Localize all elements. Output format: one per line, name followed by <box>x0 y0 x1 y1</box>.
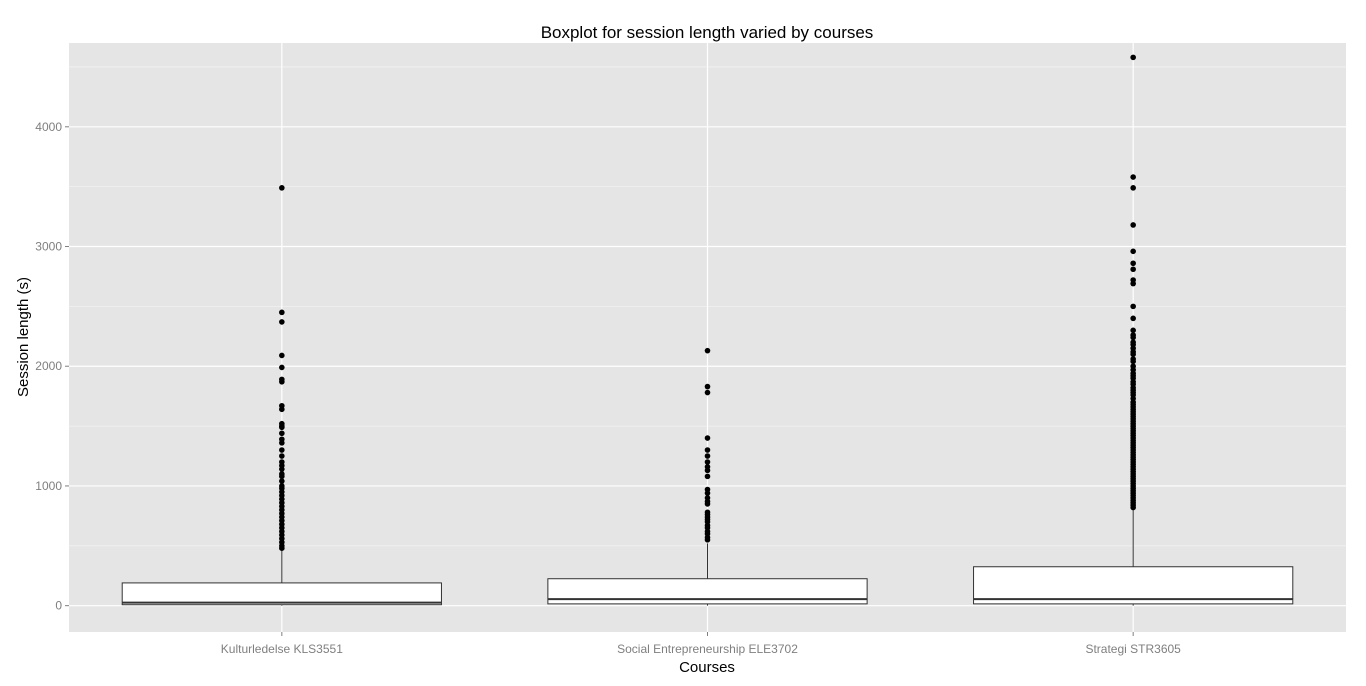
outlier-point <box>1130 266 1136 273</box>
outlier-point <box>279 440 285 446</box>
y-tick-label: 4000 <box>35 120 62 134</box>
outlier-point <box>704 473 711 480</box>
outlier-point <box>1130 248 1136 255</box>
outlier-point <box>279 430 285 437</box>
outlier-point <box>279 447 285 453</box>
outlier-point <box>1130 222 1136 228</box>
outlier-point <box>279 466 285 472</box>
box-body <box>547 578 868 605</box>
outlier-point <box>279 453 285 459</box>
outlier-point <box>704 501 711 507</box>
outlier-point <box>1130 260 1136 267</box>
outlier-point <box>279 478 285 484</box>
outlier-point <box>279 352 285 359</box>
outlier-point <box>1130 504 1136 511</box>
outlier-point <box>1130 351 1136 358</box>
y-tick-label: 2000 <box>35 359 62 373</box>
outlier-point <box>704 389 711 396</box>
outlier-point <box>1130 54 1136 61</box>
outlier-point <box>704 490 711 496</box>
outlier-point <box>1130 327 1136 334</box>
outlier-point <box>704 447 711 453</box>
outlier-point <box>279 319 285 325</box>
outlier-point <box>1130 358 1136 365</box>
outlier-point <box>279 473 285 480</box>
y-tick-label: 3000 <box>35 240 62 254</box>
x-axis-title: Courses <box>679 659 735 676</box>
outlier-point <box>1130 303 1136 310</box>
x-tick-label: Strategi STR3605 <box>1085 642 1181 656</box>
x-tick-label: Kulturledelse KLS3551 <box>221 642 343 656</box>
outlier-point <box>704 383 711 390</box>
x-axis-ticks: Kulturledelse KLS3551 Social Entrepreneur… <box>221 632 1181 656</box>
outlier-point <box>279 185 285 191</box>
outlier-point <box>704 435 711 441</box>
outlier-point <box>704 459 711 465</box>
outlier-point <box>279 364 285 371</box>
outlier-point <box>704 347 711 354</box>
outlier-point <box>704 453 711 459</box>
box-1 <box>121 185 442 606</box>
outlier-point <box>1130 185 1136 191</box>
box-group <box>121 54 1294 606</box>
y-axis-ticks: 0 1000 2000 3000 4000 <box>35 120 69 613</box>
outlier-point <box>279 545 285 551</box>
y-axis-title: Session length (s) <box>15 277 32 397</box>
outlier-point <box>704 467 711 474</box>
y-tick-label: 0 <box>55 599 62 613</box>
outlier-point <box>279 378 285 385</box>
box-2 <box>547 347 868 606</box>
box-3 <box>973 54 1294 606</box>
outlier-point <box>279 309 285 316</box>
outlier-point <box>704 537 711 543</box>
outlier-point <box>279 424 285 431</box>
y-tick-label: 1000 <box>35 479 62 493</box>
x-tick-label: Social Entrepreneurship ELE3702 <box>617 642 798 656</box>
box-body <box>973 566 1294 605</box>
outlier-point <box>1130 315 1136 322</box>
chart-title: Boxplot for session length varied by cou… <box>541 23 874 42</box>
outlier-point <box>1130 334 1136 341</box>
box-body <box>121 582 442 606</box>
outlier-point <box>1130 280 1136 287</box>
outlier-point <box>279 406 285 413</box>
outlier-point <box>1130 174 1136 180</box>
